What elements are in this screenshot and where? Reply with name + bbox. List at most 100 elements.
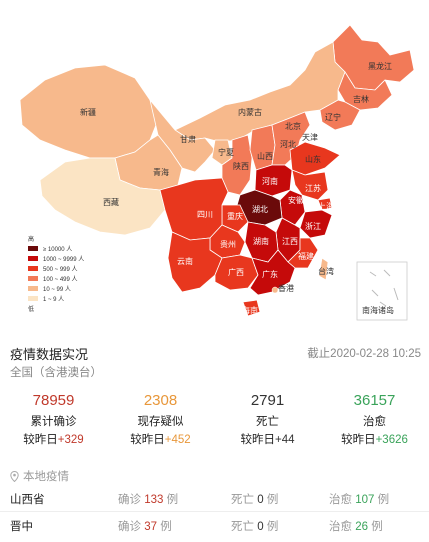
stat-label: 治愈 (363, 416, 386, 428)
province-jiangsu[interactable] (291, 169, 329, 201)
legend-label: 1 ~ 9 人 (43, 296, 65, 303)
delta-prefix: 较昨日 (240, 434, 275, 446)
local-header-label: 本地疫情 (23, 471, 69, 483)
province-sichuan[interactable] (159, 177, 229, 241)
label-tianjin: 天津 (302, 133, 318, 142)
confirmed-value: 37 (144, 521, 157, 533)
cured-value: 107 (355, 494, 375, 506)
confirmed-label: 确诊 (118, 521, 141, 533)
map-svg (19, 24, 415, 321)
stat-confirmed: 78959 累计确诊 较昨日+329 (0, 392, 107, 448)
province-liaoning[interactable] (319, 99, 361, 131)
stat-label: 现存疑似 (137, 416, 184, 428)
dead-value: 0 (257, 521, 264, 533)
stat-label: 死亡 (256, 416, 279, 428)
local-region-name: 晋中 (10, 521, 33, 533)
confirmed-label: 确诊 (118, 494, 141, 506)
province-fujian[interactable] (287, 237, 319, 269)
province-shanghai[interactable] (317, 197, 333, 211)
legend-item: 100 ~ 499 人 (28, 273, 84, 283)
legend-footer: 低 (28, 307, 35, 313)
row-divider (0, 511, 429, 512)
nanhai-inset-frame (356, 261, 408, 321)
dead-label: 死亡 (231, 521, 254, 533)
legend-item: 1 ~ 9 人 (28, 293, 84, 303)
label-jiangxi: 江西 (282, 237, 298, 246)
cured-label: 治愈 (329, 521, 352, 533)
china-epidemic-map: 黑龙江 吉林 辽宁 内蒙古 北京 天津 河北 山西 山东 新疆 甘肃 宁夏 青海… (19, 24, 415, 321)
province-jilin[interactable] (337, 71, 393, 111)
cured-unit: 例 (371, 521, 383, 533)
label-shanghai: 上海 (318, 202, 334, 211)
delta-value: +44 (274, 434, 295, 446)
label-xinjiang: 新疆 (80, 108, 96, 117)
label-shaanxi: 陕西 (233, 162, 249, 171)
update-timestamp: 截止2020-02-28 10:25 (307, 348, 421, 360)
dead-label: 死亡 (231, 494, 254, 506)
local-confirmed: 确诊 133 例 (118, 491, 178, 507)
dead-unit: 例 (266, 494, 279, 506)
cured-label: 治愈 (329, 494, 352, 506)
cured-value: 26 (355, 521, 368, 533)
province-neimenggu[interactable] (174, 41, 346, 143)
stat-value: 2791 (250, 392, 285, 409)
province-xianggang[interactable] (271, 286, 279, 294)
legend-label: 100 ~ 499 人 (43, 276, 78, 283)
delta-value: +452 (164, 434, 191, 446)
local-epidemic-header: 本地疫情 (10, 468, 69, 484)
label-hainan: 海南 (242, 306, 258, 315)
stat-value: 2308 (143, 392, 178, 409)
province-guangdong[interactable] (249, 249, 296, 296)
label-jilin: 吉林 (353, 95, 369, 104)
label-hunan: 湖南 (253, 237, 269, 246)
local-region-name: 山西省 (10, 494, 45, 506)
local-dead: 死亡 0 例 (231, 491, 278, 507)
legend-swatch (28, 255, 38, 261)
region-scope: 全国（含港澳台） (10, 367, 102, 379)
label-chongqing: 重庆 (227, 212, 243, 221)
label-nanhai: 南海诸岛 (362, 306, 394, 315)
stat-label: 累计确诊 (30, 416, 77, 428)
province-hainan[interactable] (242, 299, 261, 317)
map-legend: 高 ≥ 10000 人 1000 ~ 9999 人 500 ~ 999 人 100 ~… (28, 233, 84, 313)
local-dead: 死亡 0 例 (231, 518, 278, 534)
confirmed-unit: 例 (166, 494, 179, 506)
stat-deaths: 2791 死亡 较昨日+44 (214, 392, 321, 448)
national-stats: 78959 累计确诊 较昨日+329 2308 现存疑似 较昨日+452 279… (0, 392, 429, 456)
nanhai-islands (369, 269, 399, 307)
label-zhejiang: 浙江 (305, 222, 321, 231)
delta-prefix: 较昨日 (341, 434, 376, 446)
legend-swatch (28, 275, 38, 281)
delta-prefix: 较昨日 (23, 434, 58, 446)
label-yunnan: 云南 (177, 257, 193, 266)
legend-swatch (28, 285, 38, 291)
local-row-shanxi[interactable]: 山西省 确诊 133 例 死亡 0 例 治愈 107 例 (0, 488, 429, 510)
province-shanxi[interactable] (249, 124, 276, 171)
stat-suspected: 2308 现存疑似 较昨日+452 (107, 392, 214, 448)
label-guizhou: 贵州 (220, 240, 236, 249)
location-pin-icon (10, 470, 19, 482)
label-sichuan: 四川 (197, 210, 213, 219)
label-fujian: 福建 (298, 252, 314, 261)
legend-label: 500 ~ 999 人 (43, 266, 78, 273)
label-qinghai: 青海 (153, 168, 169, 177)
legend-label: 1000 ~ 9999 人 (43, 256, 85, 263)
label-xizang: 西藏 (103, 198, 119, 207)
legend-swatch (28, 295, 38, 301)
label-liaoning: 辽宁 (325, 113, 341, 122)
legend-swatch (28, 245, 38, 251)
province-guangxi[interactable] (214, 254, 259, 291)
label-beijing: 北京 (285, 122, 301, 131)
legend-item: 10 ~ 99 人 (28, 283, 84, 293)
local-row-jinzhong[interactable]: 晋中 确诊 37 例 死亡 0 例 治愈 26 例 (0, 515, 429, 537)
epidemic-data-panel: 疫情数据实况 截止2020-02-28 10:25 全国（含港澳台） 78959… (0, 338, 429, 533)
label-anhui: 安徽 (288, 196, 304, 205)
dead-unit: 例 (266, 521, 279, 533)
stat-delta: 较昨日+452 (107, 432, 214, 448)
panel-title: 疫情数据实况 (10, 347, 89, 362)
stat-delta: 较昨日+3626 (321, 432, 428, 448)
label-ningxia: 宁夏 (218, 148, 234, 157)
province-taiwan[interactable] (318, 257, 329, 281)
label-shanxi: 山西 (257, 152, 273, 161)
label-jiangsu: 江苏 (305, 184, 321, 193)
